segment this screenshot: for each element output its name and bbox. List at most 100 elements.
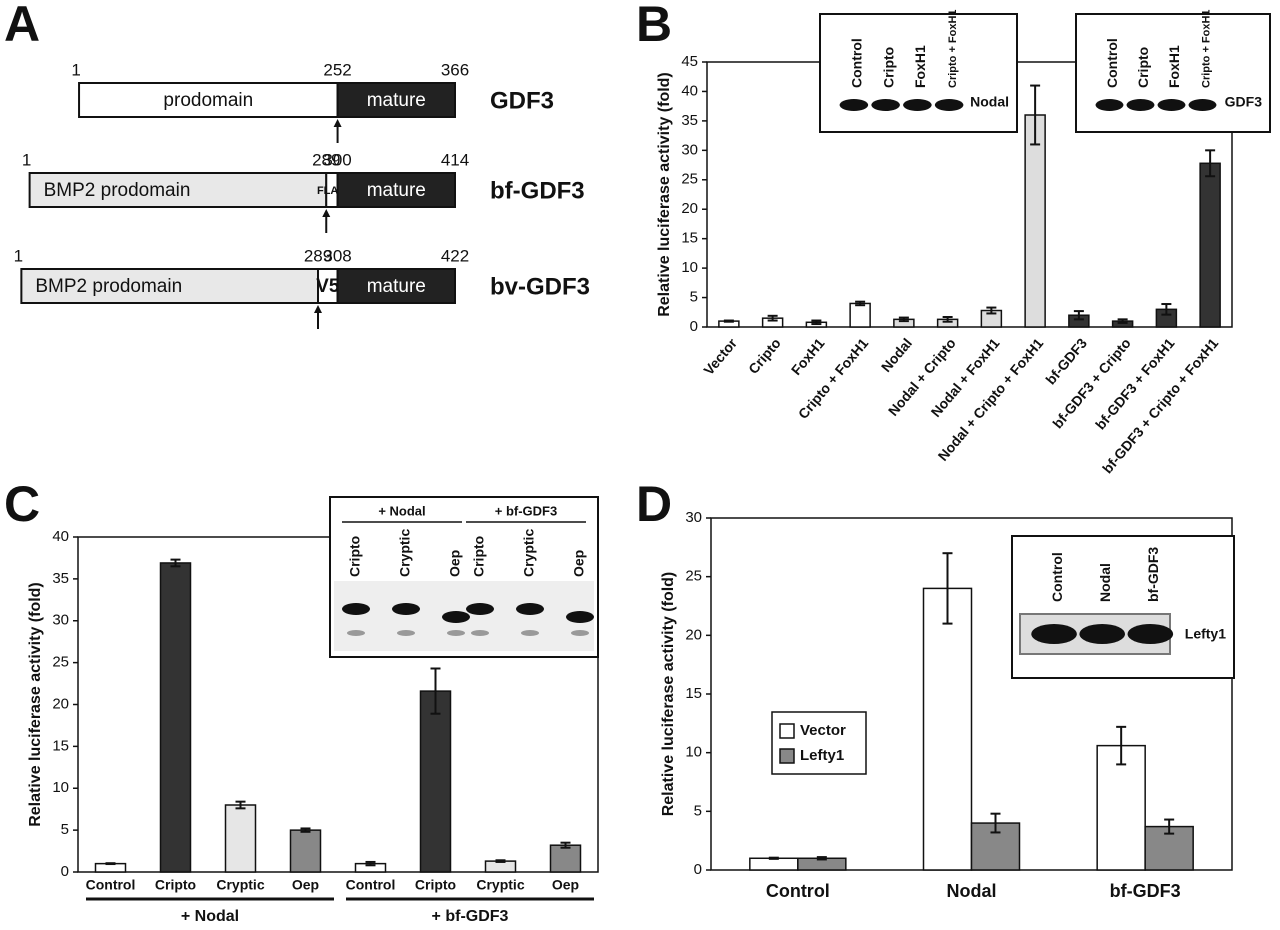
bar <box>289 829 322 873</box>
y-tick-label: 30 <box>52 612 69 629</box>
construct-name: GDF3 <box>490 87 554 114</box>
x-tick-label: bf-GDF3 + FoxH1 <box>1092 335 1178 433</box>
position-label: 1 <box>14 246 23 265</box>
domain-label: prodomain <box>163 90 253 111</box>
panel-letter: C <box>4 476 40 532</box>
blot-band <box>571 630 589 636</box>
legend-label: Vector <box>800 722 846 739</box>
y-tick-label: 25 <box>681 171 698 188</box>
domain-segment <box>336 82 456 118</box>
y-tick-label: 10 <box>681 259 698 276</box>
domain-label: mature <box>367 276 426 297</box>
x-tick-label: bf-GDF3 + Cripto <box>1049 335 1134 431</box>
x-tick-label: Cripto <box>745 335 784 377</box>
bar <box>849 302 871 328</box>
y-tick-label: 5 <box>694 802 702 819</box>
blot-band <box>1095 99 1124 111</box>
position-label: 289 <box>312 150 340 169</box>
blot-band <box>566 611 594 623</box>
position-label: 252 <box>323 60 351 79</box>
inset-box <box>1011 535 1235 679</box>
y-tick-label: 15 <box>52 737 69 754</box>
lane-label: Control <box>1104 38 1120 88</box>
bar <box>1024 114 1046 328</box>
blot-band <box>342 603 370 615</box>
domain-label: mature <box>367 180 426 201</box>
y-axis-label: Relative luciferase activity (fold) <box>27 582 44 827</box>
blot-band <box>1127 624 1174 644</box>
blot-label: Lefty1 <box>1185 626 1226 642</box>
domain-label: BMP2 prodomain <box>44 180 191 201</box>
panel-letter: A <box>4 0 40 52</box>
y-tick-label: 20 <box>681 200 698 217</box>
lane-label: FoxH1 <box>1166 45 1182 88</box>
lane-label: Cripto + FoxH1 <box>1200 9 1212 88</box>
inset-box <box>819 13 1018 133</box>
blot-band <box>466 603 494 615</box>
y-tick-label: 30 <box>681 141 698 158</box>
blot-band <box>1126 99 1155 111</box>
blot-band <box>521 630 539 636</box>
position-label: 414 <box>441 150 469 169</box>
position-label: 300 <box>323 150 351 169</box>
x-tick-label: Oep <box>552 877 579 893</box>
y-tick-label: 10 <box>685 744 702 761</box>
cleavage-arrowhead <box>322 209 331 217</box>
group-label: + bf-GDF3 <box>432 908 509 925</box>
position-label: 308 <box>323 246 351 265</box>
lane-label: bf-GDF3 <box>1145 547 1161 602</box>
blot-band <box>871 99 900 111</box>
blot-band <box>471 630 489 636</box>
blot-band <box>442 611 470 623</box>
legend-box <box>771 711 867 775</box>
x-tick-label: FoxH1 <box>788 335 828 378</box>
y-tick-label: 5 <box>61 821 69 838</box>
blot-label: GDF3 <box>1225 94 1263 110</box>
x-tick-label: Cripto <box>415 877 456 893</box>
bar <box>1199 162 1221 328</box>
y-tick-label: 20 <box>685 626 702 643</box>
legend-label: Lefty1 <box>800 747 844 764</box>
blot-band <box>347 630 365 636</box>
blot-label: Nodal <box>970 94 1009 110</box>
domain-segment <box>336 268 456 304</box>
x-tick-label: Oep <box>292 877 319 893</box>
lane-label: Cryptic <box>521 529 537 577</box>
y-tick-label: 35 <box>52 570 69 587</box>
domain-segment <box>78 82 339 118</box>
panel-letter: D <box>636 476 672 532</box>
y-tick-label: 40 <box>52 528 69 545</box>
domain-segment <box>20 268 320 304</box>
y-tick-label: 0 <box>690 318 698 335</box>
lane-label: FoxH1 <box>912 45 928 88</box>
bar <box>224 804 257 873</box>
x-tick-label: Nodal <box>946 881 996 901</box>
lane-label: Cripto <box>1135 47 1151 88</box>
blot-band <box>903 99 932 111</box>
x-tick-label: Control <box>86 877 136 893</box>
y-tick-label: 25 <box>52 654 69 671</box>
y-tick-label: 40 <box>681 82 698 99</box>
blot-band <box>1157 99 1186 111</box>
lane-label: Cripto + FoxH1 <box>947 9 959 88</box>
x-tick-label: Vector <box>700 335 740 378</box>
lane-label: Cripto <box>347 536 363 577</box>
construct-name: bv-GDF3 <box>490 273 590 300</box>
lane-label: Oep <box>571 550 587 577</box>
domain-label: BMP2 prodomain <box>35 276 182 297</box>
bar <box>419 690 452 873</box>
x-tick-label: Nodal <box>878 335 915 375</box>
inset-group-label: + bf-GDF3 <box>495 503 557 518</box>
x-tick-label: Control <box>346 877 396 893</box>
y-axis-label: Relative luciferase activity (fold) <box>656 72 673 317</box>
group-label: + Nodal <box>181 908 239 925</box>
y-tick-label: 30 <box>685 509 702 526</box>
lane-label: Cryptic <box>397 529 413 577</box>
x-tick-label: Cripto <box>155 877 196 893</box>
lane-label: Cripto <box>880 47 896 88</box>
inset-box <box>1075 13 1271 133</box>
blot-band <box>397 630 415 636</box>
y-tick-label: 10 <box>52 779 69 796</box>
lane-label: Control <box>849 38 865 88</box>
